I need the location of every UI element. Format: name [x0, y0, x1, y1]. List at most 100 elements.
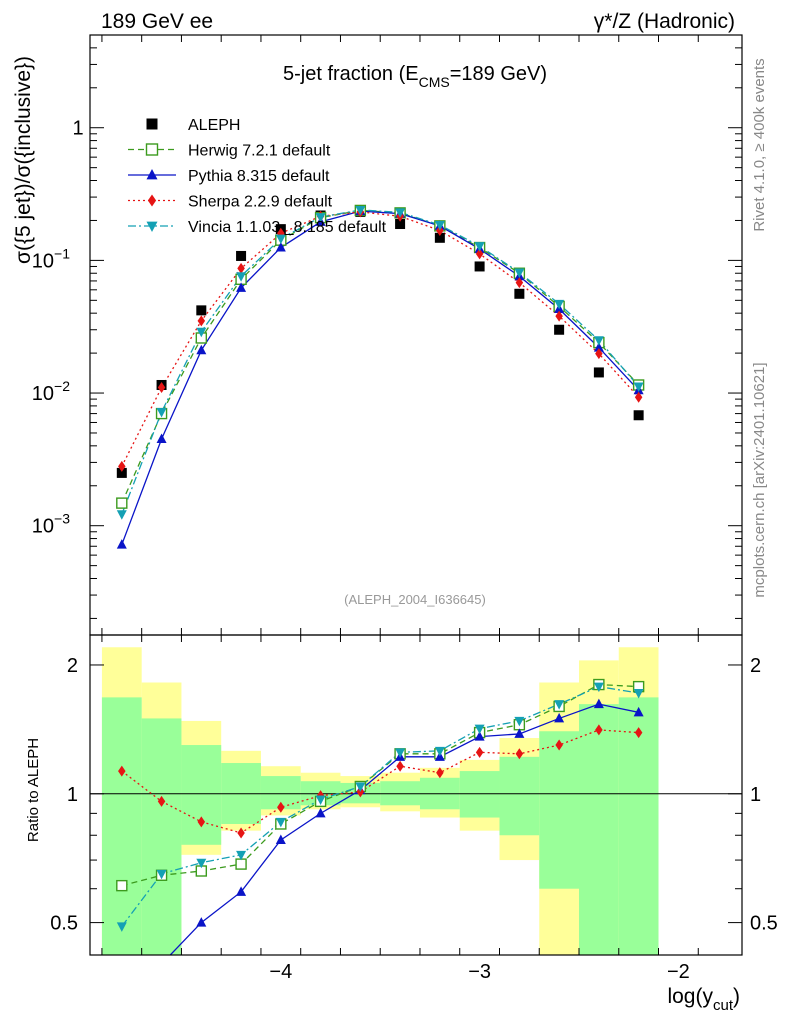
series-4-point [196, 327, 207, 338]
ratio-y-tick-label-right: 2 [750, 655, 761, 677]
ratio-series-line-2 [121, 729, 639, 834]
series-0-point [554, 324, 565, 335]
ratio-plot-frame [89, 634, 743, 956]
side-label-rivet: Rivet 4.1.0, ≥ 400k events [751, 58, 768, 231]
series-3-point [118, 460, 126, 472]
ratio-band-green [141, 718, 182, 955]
ratio-series-2-point [595, 724, 603, 736]
legend-marker [145, 143, 159, 156]
main-plot-title: 5-jet fraction (ECMS=189 GeV) [283, 63, 547, 90]
series-4-point [156, 407, 167, 418]
series-line-1 [121, 209, 640, 504]
series-4-point [236, 272, 247, 282]
ratio-series-3-point [275, 817, 286, 828]
series-4-point [355, 205, 366, 216]
series-3-point [157, 382, 166, 394]
x-tick-label: −2 [667, 961, 690, 983]
ratio-series-3-point [315, 795, 326, 805]
ratio-series-3-point [116, 922, 127, 932]
ratio-series-2-point [237, 827, 245, 839]
x-axis-label: log(ycut) [667, 985, 740, 1014]
ratio-series-3-point [236, 850, 247, 861]
main-plot-panel: 10−3 10−2 10−1 1 5-jet fraction (ECMS=189 G… [12, 34, 743, 636]
series-0-point [593, 367, 604, 378]
ratio-series-line-0 [121, 683, 639, 887]
ratio-series-line-3 [121, 685, 639, 927]
series-2-point [593, 342, 604, 352]
ratio-y-tick-label: 2 [67, 655, 78, 677]
x-axis-label-text: log(y [667, 985, 713, 1008]
ratio-series-2-point [157, 795, 166, 807]
ratio-series-1-point [236, 886, 247, 896]
legend-marker [146, 221, 158, 233]
series-2-point [156, 433, 167, 444]
series-1-point [116, 497, 128, 509]
ratio-series-2-point [515, 748, 524, 760]
series-4-point [116, 510, 127, 520]
series-2-point [275, 242, 286, 252]
ratio-series-3-point [633, 688, 644, 699]
series-4-point [593, 336, 604, 346]
ratio-y-tick-label: 0.5 [50, 913, 78, 935]
series-0-point [395, 219, 406, 230]
ratio-series-1-point [117, 1012, 127, 1022]
x-axis-label-sub: cut [713, 997, 734, 1014]
series-4-point [554, 299, 565, 310]
series-line-4 [121, 209, 640, 515]
ratio-series-1-point [196, 917, 207, 927]
main-y-tick-label: 1 [72, 118, 83, 140]
side-label-mcplots: mcplots.cern.ch [arXiv:2401.10621] [751, 362, 768, 597]
ratio-band-green [181, 745, 222, 845]
series-0-point [514, 288, 525, 299]
legend-label: Pythia 8.315 default [188, 168, 330, 185]
series-3-point [515, 277, 524, 289]
ratio-y-tick-label-right: 1 [750, 784, 761, 806]
legend-label: Vincia 1.1.03 _8.185 default [188, 219, 387, 236]
ratio-series-1-point [593, 698, 604, 709]
series-0-point [196, 305, 207, 316]
ratio-series-3-point [434, 746, 445, 757]
series-4-point [315, 213, 326, 223]
ratio-series-3-point [554, 700, 565, 710]
series-3-point [475, 248, 484, 260]
ratio-series-3-point [593, 682, 604, 693]
series-4-point [474, 242, 485, 252]
x-axis-label-end: ) [733, 985, 740, 1008]
series-3-point [634, 391, 643, 403]
main-y-tick-label: 10−1 [32, 245, 70, 272]
ratio-series-2-point [555, 739, 563, 751]
series-4-point [275, 234, 286, 245]
series-0-point [474, 261, 485, 272]
ratio-series-1-point [633, 706, 644, 717]
x-tick-label: −3 [468, 961, 491, 983]
series-0-point [633, 410, 644, 421]
series-3-point [237, 262, 245, 274]
main-y-tick-label: 10−2 [32, 378, 70, 405]
ratio-series-3-point [395, 748, 406, 758]
ratio-y-tick-label: 1 [67, 784, 78, 806]
ratio-plot-panel: 0.5 0.5 1 1 2 2 −4 −3 −2 Ratio to ALEPH log(ycut… [25, 634, 778, 1022]
main-y-axis-label: σ({5 jet})/σ({inclusive}) [12, 56, 35, 264]
ratio-series-2-point [475, 746, 484, 758]
ratio-series-2-point [396, 760, 404, 772]
legend-marker [146, 118, 158, 130]
series-4-point [514, 268, 525, 279]
ratio-series-1-point [275, 834, 286, 844]
series-2-point [196, 344, 207, 355]
series-4-point [633, 382, 644, 393]
series-line-2 [121, 210, 640, 545]
ratio-y-axis-label: Ratio to ALEPH [25, 738, 42, 842]
ratio-series-2-point [118, 765, 126, 777]
x-tick-label: −4 [269, 961, 292, 983]
series-4-point [434, 220, 445, 231]
series-0-point [116, 467, 127, 478]
ratio-series-3-point [474, 724, 485, 735]
legend: ALEPH Herwig 7.2.1 default Pythia 8.315 de… [128, 117, 387, 236]
series-3-point [436, 224, 444, 236]
ratio-series-2-point [634, 727, 643, 739]
ratio-band-green [459, 771, 500, 818]
ratio-band-green [380, 781, 420, 806]
ratio-series-1-point [514, 728, 525, 738]
ratio-series-3-point [156, 869, 167, 880]
